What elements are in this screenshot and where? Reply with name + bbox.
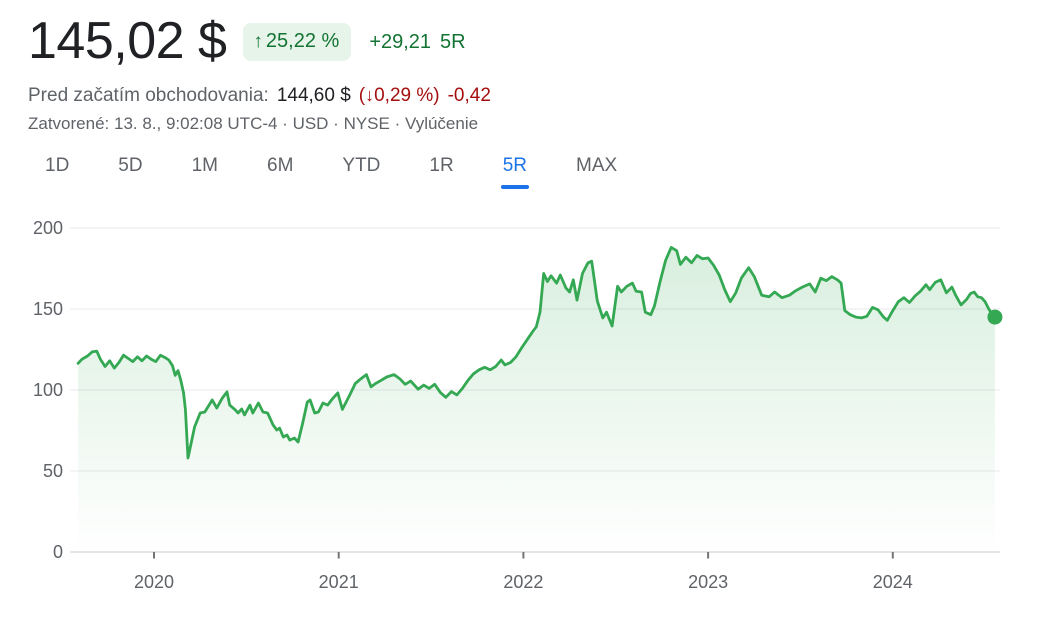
current-price: 145,02 $ [28, 12, 227, 71]
disclaimer-link[interactable]: Vylúčenie [404, 114, 479, 133]
paren-open: ( [358, 85, 366, 106]
price-chart-svg: 0 50 100 150 200 2020 2021 2022 2023 2024 [33, 218, 1003, 592]
y-label-0: 0 [53, 542, 63, 562]
price-header: 145,02 $ ↑ 25,22 % +29,21 5R [28, 12, 1046, 72]
premarket-percent-value: 0,29 % [374, 85, 434, 106]
price-area-fill [78, 247, 995, 552]
paren-close: ) [433, 85, 440, 106]
tab-max[interactable]: MAX [576, 155, 618, 176]
y-label-50: 50 [43, 461, 63, 481]
range-tabs: 1D 5D 1M 6M YTD 1R 5R MAX [45, 155, 1046, 189]
finance-quote-panel: 145,02 $ ↑ 25,22 % +29,21 5R Pred začatí… [28, 0, 1046, 189]
y-label-100: 100 [33, 380, 63, 400]
premarket-change-percent: (↓ 0,29 %) [359, 85, 440, 107]
x-label-2021: 2021 [319, 572, 359, 592]
up-arrow-icon: ↑ [253, 31, 263, 52]
x-label-2020: 2020 [134, 572, 174, 592]
change-period-label: 5R [440, 30, 466, 53]
tab-1m[interactable]: 1M [191, 155, 218, 176]
premarket-row: Pred začatím obchodovania: 144,60 $ (↓ 0,… [28, 85, 1046, 107]
tab-1d[interactable]: 1D [45, 155, 70, 176]
change-percent-value: 25,22 % [265, 30, 340, 52]
quote-meta-text: Zatvorené: 13. 8., 9:02:08 UTC-4 · USD ·… [28, 114, 405, 133]
y-axis-labels: 0 50 100 150 200 [33, 218, 63, 562]
down-arrow-icon: ↓ [365, 85, 375, 105]
y-label-150: 150 [33, 299, 63, 319]
absolute-change: +29,21 5R [369, 31, 465, 54]
tab-5r[interactable]: 5R [500, 155, 530, 189]
tab-1r[interactable]: 1R [429, 155, 454, 176]
quote-meta-row: Zatvorené: 13. 8., 9:02:08 UTC-4 · USD ·… [28, 114, 1046, 134]
x-label-2023: 2023 [688, 572, 728, 592]
tab-ytd[interactable]: YTD [342, 155, 381, 176]
change-percent-badge: ↑ 25,22 % [243, 23, 352, 61]
premarket-price: 144,60 $ [276, 85, 351, 106]
x-label-2024: 2024 [873, 572, 913, 592]
x-axis-labels: 2020 2021 2022 2023 2024 [134, 572, 913, 592]
current-price-dot [987, 309, 1003, 325]
change-abs-value: +29,21 [369, 30, 432, 53]
x-label-2022: 2022 [503, 572, 543, 592]
price-line [76, 246, 997, 460]
y-label-200: 200 [33, 218, 63, 238]
premarket-change-abs: -0,42 [447, 85, 491, 106]
x-axis-ticks [153, 552, 894, 559]
tab-6m[interactable]: 6M [267, 155, 294, 176]
tab-5d[interactable]: 5D [118, 155, 143, 176]
price-chart[interactable]: 0 50 100 150 200 2020 2021 2022 2023 2024 [0, 196, 1046, 616]
premarket-label: Pred začatím obchodovania: [28, 85, 269, 106]
